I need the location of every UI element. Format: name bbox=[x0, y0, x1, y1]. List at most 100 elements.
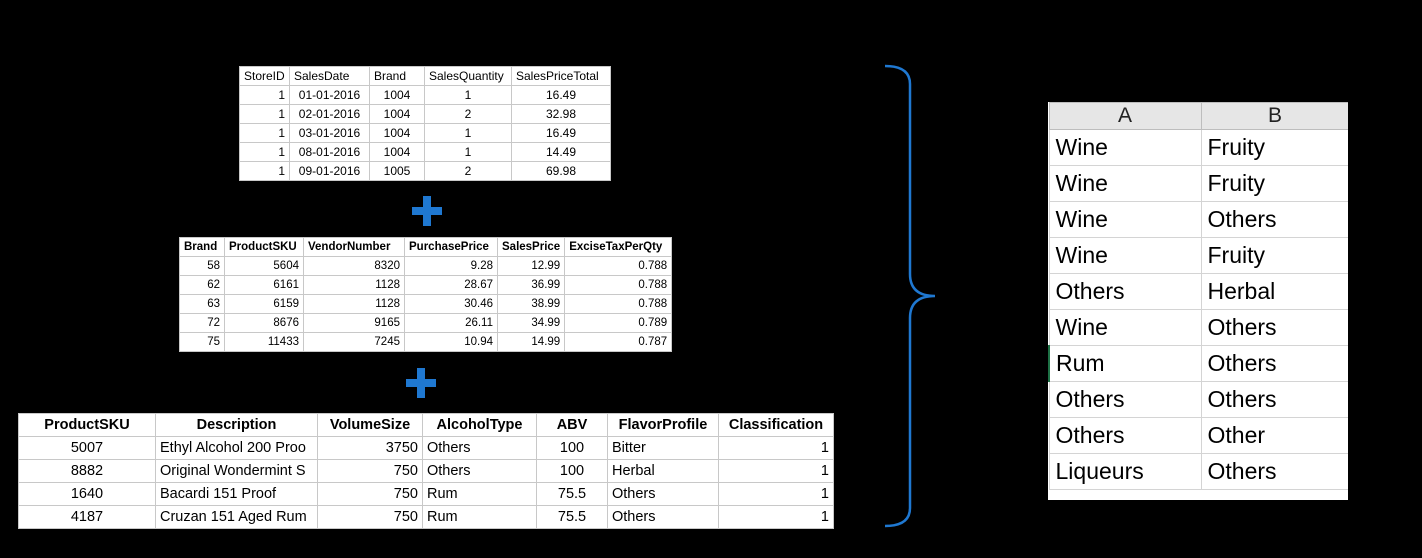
table-cell: 09-01-2016 bbox=[289, 161, 370, 181]
header-cell: ProductSKU bbox=[18, 413, 156, 437]
table-cell: 12.99 bbox=[496, 256, 566, 276]
table-cell: 1 bbox=[718, 505, 834, 529]
table-cell: 100 bbox=[536, 459, 608, 483]
table-cell: Herbal bbox=[607, 459, 719, 483]
sheet-cell[interactable]: Herbal bbox=[1200, 273, 1348, 310]
table-cell: 69.98 bbox=[511, 161, 611, 181]
curly-brace bbox=[884, 64, 936, 528]
table-cell: 10.94 bbox=[404, 332, 498, 352]
table-cell: 72 bbox=[179, 313, 225, 333]
table-cell: 75.5 bbox=[536, 505, 608, 529]
table-cell: 38.99 bbox=[496, 294, 566, 314]
header-cell: Brand bbox=[179, 237, 225, 257]
table-cell: Ethyl Alcohol 200 Proo bbox=[155, 436, 318, 460]
table-cell: 16.49 bbox=[511, 85, 611, 105]
header-cell: ABV bbox=[536, 413, 608, 437]
product-table-header: ProductSKU Description VolumeSize Alcoho… bbox=[18, 413, 834, 437]
sheet-row: Others Herbal bbox=[1048, 273, 1348, 310]
table-cell: 750 bbox=[317, 505, 423, 529]
sheet-cell[interactable]: Others bbox=[1200, 381, 1348, 418]
sheet-row: Liqueurs Others bbox=[1048, 453, 1348, 490]
sales-table: StoreID SalesDate Brand SalesQuantity Sa… bbox=[239, 66, 611, 181]
sales-table-header: StoreID SalesDate Brand SalesQuantity Sa… bbox=[239, 66, 611, 86]
table-cell: 14.49 bbox=[511, 142, 611, 162]
table-cell: 62 bbox=[179, 275, 225, 295]
plus-icon bbox=[404, 366, 438, 400]
table-row: 62 6161 1128 28.67 36.99 0.788 bbox=[179, 275, 673, 295]
table-cell: 63 bbox=[179, 294, 225, 314]
table-row: 1 09-01-2016 1005 2 69.98 bbox=[239, 161, 611, 181]
sheet-cell[interactable]: Others bbox=[1200, 201, 1348, 238]
sheet-row: Wine Fruity bbox=[1048, 165, 1348, 202]
sheet-cell[interactable]: Others bbox=[1200, 453, 1348, 490]
sheet-row: Wine Others bbox=[1048, 309, 1348, 346]
table-cell: Others bbox=[607, 482, 719, 506]
table-cell: 2 bbox=[424, 161, 512, 181]
table-cell: 02-01-2016 bbox=[289, 104, 370, 124]
table-cell: Others bbox=[607, 505, 719, 529]
sheet-cell[interactable]: Wine bbox=[1048, 201, 1202, 238]
table-row: 1640 Bacardi 151 Proof 750 Rum 75.5 Othe… bbox=[18, 482, 834, 506]
table-cell: 9.28 bbox=[404, 256, 498, 276]
table-cell: 1128 bbox=[303, 294, 405, 314]
table-cell: 4187 bbox=[18, 505, 156, 529]
sheet-cell[interactable]: Fruity bbox=[1200, 237, 1348, 274]
table-cell: Others bbox=[422, 436, 537, 460]
sheet-cell[interactable]: Others bbox=[1048, 273, 1202, 310]
table-cell: 6161 bbox=[224, 275, 304, 295]
sheet-row: Others Others bbox=[1048, 381, 1348, 418]
table-cell: 750 bbox=[317, 482, 423, 506]
purchase-table: Brand ProductSKU VendorNumber PurchasePr… bbox=[179, 237, 673, 352]
table-cell: 5604 bbox=[224, 256, 304, 276]
sheet-cell[interactable]: Rum bbox=[1048, 345, 1202, 382]
table-cell: Rum bbox=[422, 505, 537, 529]
header-cell: ExciseTaxPerQty bbox=[564, 237, 673, 257]
table-cell: 1 bbox=[239, 142, 290, 162]
table-row: 1 01-01-2016 1004 1 16.49 bbox=[239, 85, 611, 105]
sheet-cell[interactable]: Others bbox=[1200, 345, 1348, 382]
table-cell: 1004 bbox=[369, 142, 425, 162]
sheet-cell[interactable]: Liqueurs bbox=[1048, 453, 1202, 490]
table-row: 5007 Ethyl Alcohol 200 Proo 3750 Others … bbox=[18, 436, 834, 460]
column-header-row: A B bbox=[1048, 102, 1348, 130]
sheet-cell[interactable]: Wine bbox=[1048, 237, 1202, 274]
table-cell: 75.5 bbox=[536, 482, 608, 506]
table-cell: 36.99 bbox=[496, 275, 566, 295]
table-cell: 1 bbox=[718, 482, 834, 506]
table-cell: 32.98 bbox=[511, 104, 611, 124]
table-cell: Bacardi 151 Proof bbox=[155, 482, 318, 506]
sheet-cell[interactable]: Fruity bbox=[1200, 129, 1348, 166]
plus-icon bbox=[410, 194, 444, 228]
sheet-cell[interactable]: Wine bbox=[1048, 309, 1202, 346]
excel-grid: A B Wine Fruity Wine Fruity Wine Others … bbox=[1048, 102, 1348, 490]
sheet-cell[interactable]: Wine bbox=[1048, 129, 1202, 166]
table-cell: 11433 bbox=[224, 332, 304, 352]
table-cell: Bitter bbox=[607, 436, 719, 460]
sheet-cell[interactable]: Fruity bbox=[1200, 165, 1348, 202]
header-cell: Classification bbox=[718, 413, 834, 437]
header-cell: SalesPrice bbox=[496, 237, 566, 257]
table-cell: 58 bbox=[179, 256, 225, 276]
table-cell: 14.99 bbox=[496, 332, 566, 352]
column-header-b[interactable]: B bbox=[1200, 102, 1348, 130]
table-cell: 5007 bbox=[18, 436, 156, 460]
sheet-cell[interactable]: Others bbox=[1200, 309, 1348, 346]
header-cell: StoreID bbox=[239, 66, 290, 86]
header-cell: ProductSKU bbox=[224, 237, 304, 257]
table-row: 8882 Original Wondermint S 750 Others 10… bbox=[18, 459, 834, 483]
table-cell: 1 bbox=[424, 85, 512, 105]
header-cell: VolumeSize bbox=[317, 413, 423, 437]
sheet-cell[interactable]: Others bbox=[1048, 381, 1202, 418]
sheet-cell[interactable]: Others bbox=[1048, 417, 1202, 454]
sheet-cell[interactable]: Wine bbox=[1048, 165, 1202, 202]
table-row: 75 11433 7245 10.94 14.99 0.787 bbox=[179, 332, 673, 352]
table-cell: 1 bbox=[239, 161, 290, 181]
table-cell: 0.787 bbox=[564, 332, 673, 352]
table-cell: 0.789 bbox=[564, 313, 673, 333]
table-cell: 3750 bbox=[317, 436, 423, 460]
table-cell: 8882 bbox=[18, 459, 156, 483]
sheet-cell[interactable]: Other bbox=[1200, 417, 1348, 454]
table-cell: 03-01-2016 bbox=[289, 123, 370, 143]
table-cell: 75 bbox=[179, 332, 225, 352]
column-header-a[interactable]: A bbox=[1048, 102, 1202, 130]
